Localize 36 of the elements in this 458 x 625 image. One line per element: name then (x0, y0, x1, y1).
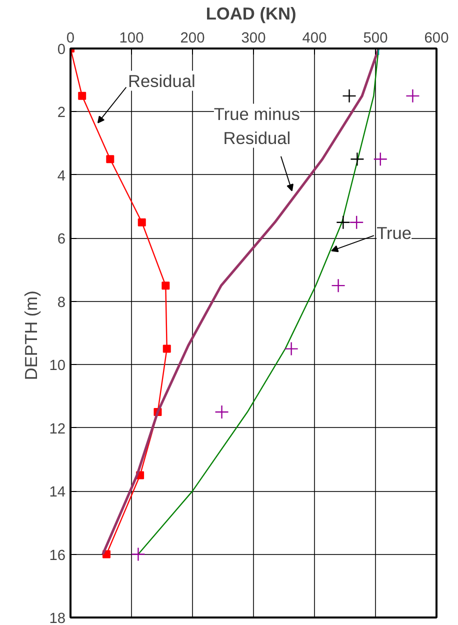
y-tick-label: 4 (57, 168, 66, 184)
x-axis-title: LOAD (KN) (206, 4, 296, 24)
point (350, 152, 364, 166)
y-axis-title: DEPTH (m) (21, 290, 42, 380)
annotation: True (376, 222, 412, 243)
y-tick-label: 6 (57, 232, 66, 248)
y-tick-label: 0 (57, 42, 66, 58)
x-tick-label: 300 (241, 30, 266, 46)
point (162, 344, 171, 353)
point (373, 152, 388, 166)
x-tick-label: 100 (119, 30, 144, 46)
point (336, 215, 350, 230)
point (106, 155, 114, 164)
y-tick-label: 12 (49, 421, 66, 438)
x-tick-label: 600 (424, 30, 449, 46)
annotation: True minus Residual (214, 104, 300, 148)
y-tick-label: 18 (49, 611, 66, 625)
point (349, 215, 364, 230)
point (78, 92, 86, 100)
y-tick-label: 16 (49, 548, 66, 564)
x-tick-label: 200 (180, 30, 205, 46)
point (284, 342, 298, 356)
x-tick-label: 400 (302, 30, 327, 46)
point (331, 278, 346, 293)
annotation: Residual (128, 70, 196, 91)
y-tick-label: 2 (57, 105, 66, 122)
point (138, 218, 146, 226)
point (342, 88, 356, 104)
point (406, 88, 420, 104)
y-tick-label: 10 (49, 358, 66, 374)
y-tick-label: 14 (49, 484, 66, 501)
y-tick-label: 8 (57, 294, 66, 311)
point (162, 282, 170, 290)
x-tick-label: 500 (363, 30, 388, 46)
point (131, 547, 146, 562)
point (214, 404, 229, 420)
